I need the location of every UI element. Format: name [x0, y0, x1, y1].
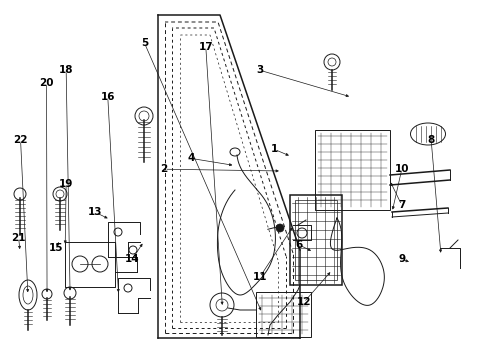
Circle shape — [276, 224, 284, 232]
Text: 18: 18 — [59, 65, 74, 75]
Text: 9: 9 — [398, 254, 405, 264]
Text: 15: 15 — [49, 243, 64, 253]
Text: 16: 16 — [100, 92, 115, 102]
Text: 12: 12 — [296, 297, 311, 307]
Bar — [256, 292, 311, 337]
Bar — [315, 130, 390, 210]
Text: 8: 8 — [428, 135, 435, 145]
Text: 7: 7 — [398, 200, 406, 210]
Text: 19: 19 — [59, 179, 74, 189]
Text: 2: 2 — [161, 164, 168, 174]
Text: 21: 21 — [11, 233, 26, 243]
Text: 1: 1 — [271, 144, 278, 154]
Text: 13: 13 — [88, 207, 103, 217]
Text: 10: 10 — [394, 164, 409, 174]
Text: 14: 14 — [125, 254, 140, 264]
Text: 6: 6 — [295, 240, 302, 250]
Bar — [295, 200, 337, 280]
Text: 5: 5 — [141, 38, 148, 48]
Text: 11: 11 — [252, 272, 267, 282]
Text: 4: 4 — [187, 153, 195, 163]
Text: 3: 3 — [256, 65, 263, 75]
Text: 20: 20 — [39, 78, 54, 88]
Text: 22: 22 — [13, 135, 28, 145]
Bar — [290, 195, 342, 285]
Text: 17: 17 — [198, 42, 213, 52]
